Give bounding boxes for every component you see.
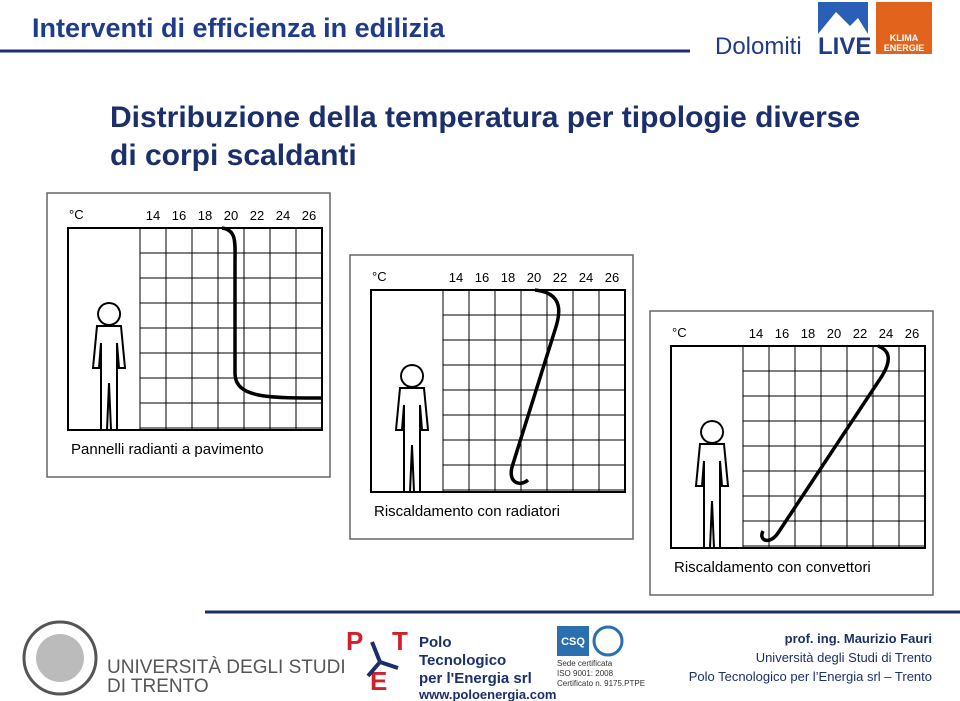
temperature-tick: 22: [250, 208, 264, 223]
polo-initial: T: [392, 626, 408, 656]
unit-label: °C: [672, 325, 687, 340]
temperature-tick: 26: [302, 208, 316, 223]
temperature-tick: 26: [605, 270, 619, 285]
university-name: UNIVERSITÀ DEGLI STUDI: [107, 657, 346, 678]
diagram-caption: Riscaldamento con radiatori: [374, 503, 560, 520]
person: [91, 302, 127, 431]
university-name: DI TRENTO: [107, 676, 209, 697]
temperature-tick: 20: [527, 270, 541, 285]
temperature-tick: 16: [475, 270, 489, 285]
diagram-frame: [46, 192, 331, 478]
subtitle: di corpi scaldanti: [110, 139, 357, 172]
temperature-tick: 16: [172, 208, 186, 223]
diagram-box: [67, 227, 323, 431]
subtitle: Distribuzione della temperatura per tipo…: [110, 101, 860, 134]
temperature-curve: [509, 288, 561, 485]
diagram-frame: [349, 254, 634, 540]
person: [394, 364, 430, 493]
temperature-tick: 24: [879, 326, 893, 341]
diagram-caption: Pannelli radianti a pavimento: [71, 441, 264, 458]
certification: Sede certificata: [557, 659, 613, 668]
temperature-tick: 14: [146, 208, 160, 223]
diagram-box: [370, 289, 626, 493]
temperature-curve: [760, 344, 890, 543]
temperature-tick: 24: [276, 208, 290, 223]
temperature-tick: 22: [853, 326, 867, 341]
unit-label: °C: [372, 269, 387, 284]
diagram-caption: Riscaldamento con convettori: [674, 559, 871, 576]
temperature-tick: 14: [749, 326, 763, 341]
temperature-tick: 22: [553, 270, 567, 285]
certification: Certificato n. 9175.PTPE: [557, 679, 645, 688]
temperature-tick: 20: [224, 208, 238, 223]
polo-website: www.poloenergia.com: [418, 687, 556, 701]
author-affiliation: Università degli Studi di Trento: [756, 650, 932, 665]
author: prof. ing. Maurizio Fauri: [785, 631, 932, 646]
logo-text-bold: LIVE: [818, 33, 871, 60]
logo-peaks: [818, 12, 868, 34]
author-affiliation: Polo Tecnologico per l’Energia srl – Tre…: [689, 669, 932, 684]
diagram: °C 14 16 18 20 22 24 26 Pannelli radianti a pavi…: [46, 192, 331, 478]
polo-turbine: [366, 641, 399, 678]
polo-initial: P: [346, 626, 363, 656]
temperature-tick: 18: [501, 270, 515, 285]
logo-text: Dolomiti: [715, 33, 802, 60]
badge-text: KLIMA: [890, 33, 919, 43]
temperature-tick: 18: [198, 208, 212, 223]
diagram: °C 14 16 18 20 22 24 26 Riscaldamento con convet…: [649, 310, 934, 596]
polo-initial: E: [370, 666, 387, 696]
cert-logo-text: CSQ: [561, 636, 585, 648]
unit-label: °C: [69, 207, 84, 222]
polo-name: Tecnologico: [419, 652, 506, 669]
temperature-tick: 18: [801, 326, 815, 341]
certification: ISO 9001: 2008: [557, 669, 614, 678]
temperature-tick: 14: [449, 270, 463, 285]
logo-badge: [876, 2, 932, 54]
temperature-tick: 16: [775, 326, 789, 341]
temperature-tick: 24: [579, 270, 593, 285]
diagrams: °C 14 16 18 20 22 24 26 Pannelli radianti a pavi…: [46, 192, 934, 596]
slide-title: Interventi di efficienza in edilizia: [32, 13, 446, 43]
cert-logo-2: [592, 625, 624, 657]
temperature-tick: 26: [905, 326, 919, 341]
university-seal: [22, 620, 98, 696]
temperature-curve: [221, 226, 323, 400]
temperature-tick: 20: [827, 326, 841, 341]
university-seal-inner: [36, 634, 84, 682]
badge-text: ENERGIE: [884, 43, 925, 53]
polo-name: Polo: [419, 634, 452, 651]
polo-name: per l'Energia srl: [419, 670, 532, 687]
cert-logo: [557, 626, 589, 656]
diagram-frame: [649, 310, 934, 596]
diagram-box: [670, 345, 926, 549]
diagram: °C 14 16 18 20 22 24 26 Riscaldamento con radiat…: [349, 254, 634, 540]
person: [694, 420, 730, 549]
